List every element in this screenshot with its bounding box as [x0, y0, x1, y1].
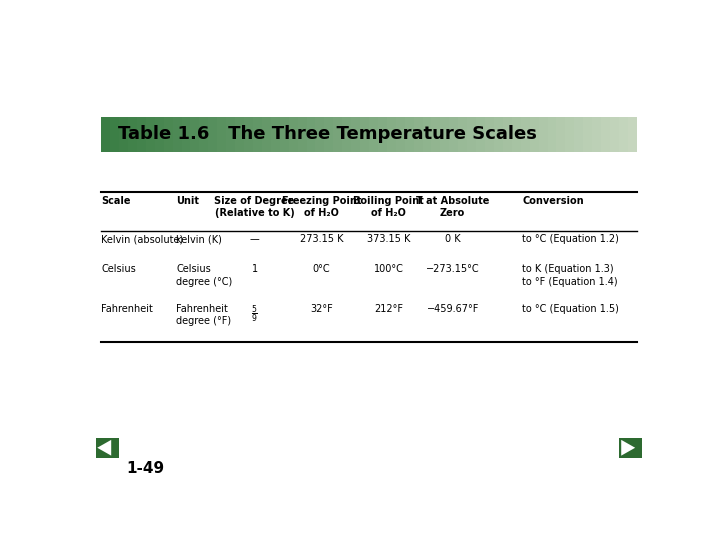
FancyBboxPatch shape: [539, 117, 548, 152]
FancyBboxPatch shape: [396, 117, 405, 152]
FancyBboxPatch shape: [449, 117, 459, 152]
FancyBboxPatch shape: [128, 117, 138, 152]
FancyBboxPatch shape: [378, 117, 387, 152]
FancyBboxPatch shape: [467, 117, 477, 152]
FancyBboxPatch shape: [628, 117, 637, 152]
FancyBboxPatch shape: [155, 117, 164, 152]
Text: 0 K: 0 K: [445, 234, 461, 245]
FancyBboxPatch shape: [548, 117, 557, 152]
Text: T at Absolute
Zero: T at Absolute Zero: [416, 196, 490, 218]
FancyBboxPatch shape: [342, 117, 351, 152]
Text: −459.67°F: −459.67°F: [426, 304, 479, 314]
Text: 0°C: 0°C: [312, 265, 330, 274]
Text: −273.15°C: −273.15°C: [426, 265, 480, 274]
FancyBboxPatch shape: [565, 117, 575, 152]
Text: —: —: [250, 234, 259, 245]
FancyBboxPatch shape: [601, 117, 611, 152]
Text: Conversion: Conversion: [523, 196, 584, 206]
FancyBboxPatch shape: [181, 117, 191, 152]
FancyBboxPatch shape: [244, 117, 253, 152]
Text: to K (Equation 1.3)
to °F (Equation 1.4): to K (Equation 1.3) to °F (Equation 1.4): [523, 265, 618, 287]
Text: to °C (Equation 1.2): to °C (Equation 1.2): [523, 234, 619, 245]
FancyBboxPatch shape: [119, 117, 128, 152]
Text: 212°F: 212°F: [374, 304, 403, 314]
Text: Fahrenheit: Fahrenheit: [101, 304, 153, 314]
FancyBboxPatch shape: [557, 117, 566, 152]
FancyBboxPatch shape: [503, 117, 513, 152]
Polygon shape: [97, 440, 111, 456]
FancyBboxPatch shape: [351, 117, 361, 152]
FancyBboxPatch shape: [96, 438, 119, 458]
FancyBboxPatch shape: [512, 117, 521, 152]
Text: Freezing Point
of H₂O: Freezing Point of H₂O: [282, 196, 361, 218]
Text: 100°C: 100°C: [374, 265, 403, 274]
FancyBboxPatch shape: [324, 117, 334, 152]
FancyBboxPatch shape: [485, 117, 495, 152]
FancyBboxPatch shape: [360, 117, 369, 152]
FancyBboxPatch shape: [307, 117, 316, 152]
Text: 373.15 K: 373.15 K: [367, 234, 410, 245]
Text: 32°F: 32°F: [310, 304, 333, 314]
FancyBboxPatch shape: [431, 117, 441, 152]
FancyBboxPatch shape: [208, 117, 217, 152]
FancyBboxPatch shape: [530, 117, 539, 152]
FancyBboxPatch shape: [262, 117, 271, 152]
FancyBboxPatch shape: [458, 117, 468, 152]
FancyBboxPatch shape: [575, 117, 584, 152]
FancyBboxPatch shape: [235, 117, 245, 152]
Text: $\frac{5}{9}$: $\frac{5}{9}$: [251, 304, 258, 326]
FancyBboxPatch shape: [145, 117, 156, 152]
Text: Boiling Point
of H₂O: Boiling Point of H₂O: [353, 196, 424, 218]
Text: Celsius: Celsius: [101, 265, 136, 274]
FancyBboxPatch shape: [583, 117, 593, 152]
Text: Fahrenheit
degree (°F): Fahrenheit degree (°F): [176, 304, 232, 326]
FancyBboxPatch shape: [173, 117, 182, 152]
Text: 273.15 K: 273.15 K: [300, 234, 343, 245]
FancyBboxPatch shape: [297, 117, 307, 152]
FancyBboxPatch shape: [441, 117, 450, 152]
FancyBboxPatch shape: [494, 117, 503, 152]
FancyBboxPatch shape: [619, 438, 642, 458]
FancyBboxPatch shape: [405, 117, 414, 152]
FancyBboxPatch shape: [271, 117, 280, 152]
FancyBboxPatch shape: [387, 117, 396, 152]
FancyBboxPatch shape: [369, 117, 379, 152]
FancyBboxPatch shape: [190, 117, 200, 152]
Text: Unit: Unit: [176, 196, 199, 206]
Text: 1-49: 1-49: [126, 461, 164, 476]
FancyBboxPatch shape: [199, 117, 209, 152]
FancyBboxPatch shape: [110, 117, 120, 152]
FancyBboxPatch shape: [137, 117, 146, 152]
FancyBboxPatch shape: [610, 117, 619, 152]
FancyBboxPatch shape: [414, 117, 423, 152]
FancyBboxPatch shape: [101, 117, 111, 152]
Text: Size of Degree
(Relative to K): Size of Degree (Relative to K): [215, 196, 294, 218]
FancyBboxPatch shape: [333, 117, 343, 152]
FancyBboxPatch shape: [476, 117, 485, 152]
Text: kelvin (K): kelvin (K): [176, 234, 222, 245]
Text: Scale: Scale: [101, 196, 130, 206]
FancyBboxPatch shape: [289, 117, 298, 152]
FancyBboxPatch shape: [226, 117, 235, 152]
FancyBboxPatch shape: [315, 117, 325, 152]
FancyBboxPatch shape: [592, 117, 602, 152]
FancyBboxPatch shape: [619, 117, 629, 152]
Text: Table 1.6   The Three Temperature Scales: Table 1.6 The Three Temperature Scales: [118, 125, 537, 144]
Text: Celsius
degree (°C): Celsius degree (°C): [176, 265, 233, 287]
FancyBboxPatch shape: [279, 117, 289, 152]
FancyBboxPatch shape: [163, 117, 173, 152]
FancyBboxPatch shape: [423, 117, 432, 152]
FancyBboxPatch shape: [253, 117, 262, 152]
Text: 1: 1: [251, 265, 258, 274]
FancyBboxPatch shape: [521, 117, 530, 152]
Polygon shape: [621, 440, 635, 456]
FancyBboxPatch shape: [217, 117, 227, 152]
Text: to °C (Equation 1.5): to °C (Equation 1.5): [523, 304, 619, 314]
Text: Kelvin (absolute): Kelvin (absolute): [101, 234, 184, 245]
